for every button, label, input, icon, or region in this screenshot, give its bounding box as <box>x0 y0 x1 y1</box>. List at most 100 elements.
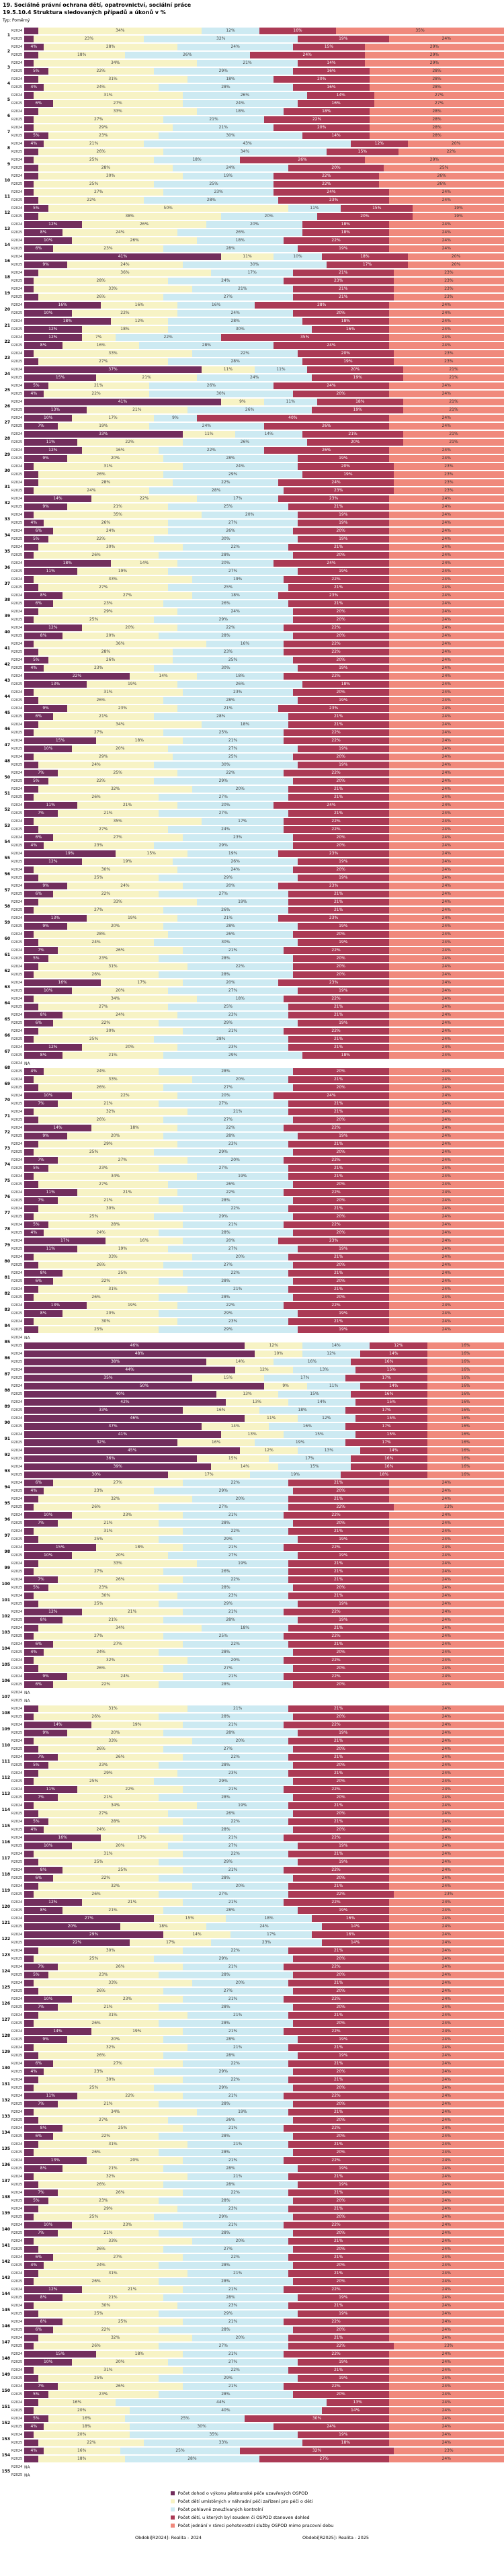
stacked-bar: 22% 14% 18% 22% 24% <box>24 673 504 680</box>
bar-segment-2: 26% <box>72 237 198 245</box>
bar-segment-3: 9% <box>153 415 198 422</box>
stacked-bar: 10% 22% 24% 20% 24% <box>24 310 504 317</box>
row-number: 47 <box>4 743 10 748</box>
bar-segment-3: 28% <box>158 2004 293 2011</box>
bar-segment-3: 12% <box>302 1351 360 1358</box>
bar-segment-4: 21% <box>288 1528 389 1535</box>
bar-segment-4: 21% <box>288 584 389 592</box>
bar-segment-5: 24% <box>388 1286 504 1293</box>
na-bar: NA <box>24 2472 30 2478</box>
bar-segment-1: 4% <box>24 1649 44 1656</box>
stacked-bar: 27% 23% 24% 24% <box>24 189 504 196</box>
bar-segment-4: 15% <box>355 1399 427 1406</box>
bar-segment-1 <box>24 1173 34 1180</box>
bar-segment-3: 20% <box>220 213 317 220</box>
bar-segment-5: 24% <box>388 2133 504 2140</box>
bar-segment-1: 14% <box>24 2028 91 2036</box>
bar-segment-1 <box>24 2367 34 2374</box>
bar-segment-2: 13% <box>225 1399 288 1406</box>
stacked-bar: 30% 22% 21% 24% <box>24 1205 504 1213</box>
bar-segment-5: 24% <box>388 1012 504 1019</box>
bar-segment-2: 22% <box>38 197 144 204</box>
bar-segment-2: 20% <box>72 988 169 995</box>
bar-segment-2: 21% <box>62 1617 164 1624</box>
na-bar: NA <box>24 1690 30 1695</box>
bar-segment-2: 33% <box>38 1560 198 1568</box>
bar-segment-1: 12% <box>24 334 82 341</box>
stacked-bar: 22% 28% 23% 24% <box>24 197 504 204</box>
bar-segment-3: 18% <box>259 1407 346 1414</box>
bar-segment-4: 21% <box>288 2012 389 2019</box>
bar-segment-3: 26% <box>173 858 298 866</box>
footer-period-2025: Obdobi[R2025]: Realita - 2025 <box>302 2534 370 2540</box>
row-number: 40 <box>4 630 10 635</box>
bar-segment-4: 20% <box>307 439 404 446</box>
stacked-bar: 8% 24% 23% 21% 24% <box>24 1012 504 1019</box>
bar-segment-2: 22% <box>72 1092 178 1100</box>
chart-row-group: 71 R2024 32% 21% 21% 24% R2025 26% 27% 20% 24% <box>0 1109 504 1125</box>
bar-segment-4: 19% <box>297 1859 389 1866</box>
chart-row-group: 97 R2024 31% 22% 21% 24% R2025 25% 29% 19% 24% <box>0 1528 504 1544</box>
chart-row-group: 5 R2024 31% 26% 14% 27% R2025 6% 27% 24% 16% 27% <box>0 92 504 108</box>
bar-segment-5: 24% <box>388 2060 504 2068</box>
bar-period-label: R2025 <box>11 1375 23 1380</box>
bar-segment-5: 24% <box>388 608 504 616</box>
bar-segment-5: 24% <box>388 1310 504 1318</box>
chart-row-group: 90 R2024 46% 11% 12% 15% 16% R2025 37% 14% 16% 17% 1… <box>0 1415 504 1431</box>
bar-segment-2: 20% <box>67 455 164 462</box>
bar-period-label: R2024 <box>11 1884 23 1888</box>
bar-segment-4: 16% <box>312 1931 389 1939</box>
bar-segment-2: 25% <box>62 1867 183 1874</box>
bar-segment-1: 6% <box>24 1020 53 1027</box>
bar-segment-3: 28% <box>158 2020 293 2027</box>
stacked-bar: 11% 22% 21% 22% 24% <box>24 2093 504 2100</box>
bar-period-label: R2024 <box>11 206 23 210</box>
bar-segment-4: 21% <box>288 1100 389 1108</box>
bar-segment-3: 29% <box>158 2310 298 2318</box>
bar-segment-2: 27% <box>34 1568 164 1576</box>
bar-segment-3: 13% <box>297 1447 360 1455</box>
bar-period-label: R2025 <box>11 972 23 977</box>
chart-row-group: 62 R2024 31% 22% 20% 24% R2025 26% 28% 20% 24% <box>0 963 504 979</box>
stacked-bar: 33% 19% 21% 24% <box>24 1560 504 1568</box>
na-bar: NA <box>24 2464 30 2470</box>
bar-segment-3: 29% <box>153 1956 293 1963</box>
bar-segment-2: 26% <box>34 2149 159 2157</box>
stacked-bar: 32% 20% 21% 24% <box>24 1883 504 1890</box>
bar-segment-5: 24% <box>388 1068 504 1076</box>
bar-period-label: R2024 <box>11 2384 23 2388</box>
row-number: 63 <box>4 985 10 990</box>
bar-segment-4: 22% <box>283 2028 389 2036</box>
bar-period-label: R2024 <box>11 432 23 436</box>
stacked-bar: 33% 21% 21% 23% <box>24 286 504 293</box>
bar-segment-3: 20% <box>177 802 274 809</box>
bar-segment-5: 24% <box>388 1738 504 1745</box>
bar-period-label: R2025 <box>11 1230 23 1235</box>
bar-segment-4: 21% <box>288 1480 389 1487</box>
bar-segment-2: 26% <box>57 2383 183 2390</box>
bar-period-label: R2024 <box>11 1529 23 1533</box>
chart-row-group: 74 R2024 7% 27% 20% 22% 24% R2025 5% 23% 27% 21% 24% <box>0 1157 504 1173</box>
bar-segment-1: 8% <box>24 2165 63 2173</box>
bar-period-label: R2024 <box>11 399 23 404</box>
bar-segment-3: 27% <box>168 520 298 527</box>
bar-segment-2: 23% <box>52 600 164 608</box>
bar-period-label: R2025 <box>11 859 23 864</box>
bar-period-label: R2025 <box>11 2134 23 2138</box>
row-number: 36 <box>4 565 10 571</box>
chart-row-group: 98 R2024 15% 18% 21% 22% 24% R2025 10% 20% 27% 19% 2… <box>0 1544 504 1560</box>
bar-segment-5: 24% <box>388 1730 504 1737</box>
bar-segment-5: 28% <box>370 68 504 75</box>
bar-segment-5: 24% <box>388 2351 504 2358</box>
bar-segment-2: 21% <box>81 1899 183 1906</box>
bar-segment-1: 12% <box>24 858 82 866</box>
row-number: 86 <box>4 1356 10 1361</box>
bar-period-label: R2025 <box>11 520 23 525</box>
stacked-bar: 7% 27% 20% 22% 24% <box>24 1157 504 1164</box>
bar-segment-1 <box>24 1213 34 1221</box>
chart-row-group: 110 R2024 33% 20% 21% 24% R2025 26% 27% 20% 24% <box>0 1738 504 1754</box>
bar-period-label: R2025 <box>11 1779 23 1783</box>
bar-segment-4: 20% <box>292 1681 389 1689</box>
bar-segment-1: 7% <box>24 2383 58 2390</box>
